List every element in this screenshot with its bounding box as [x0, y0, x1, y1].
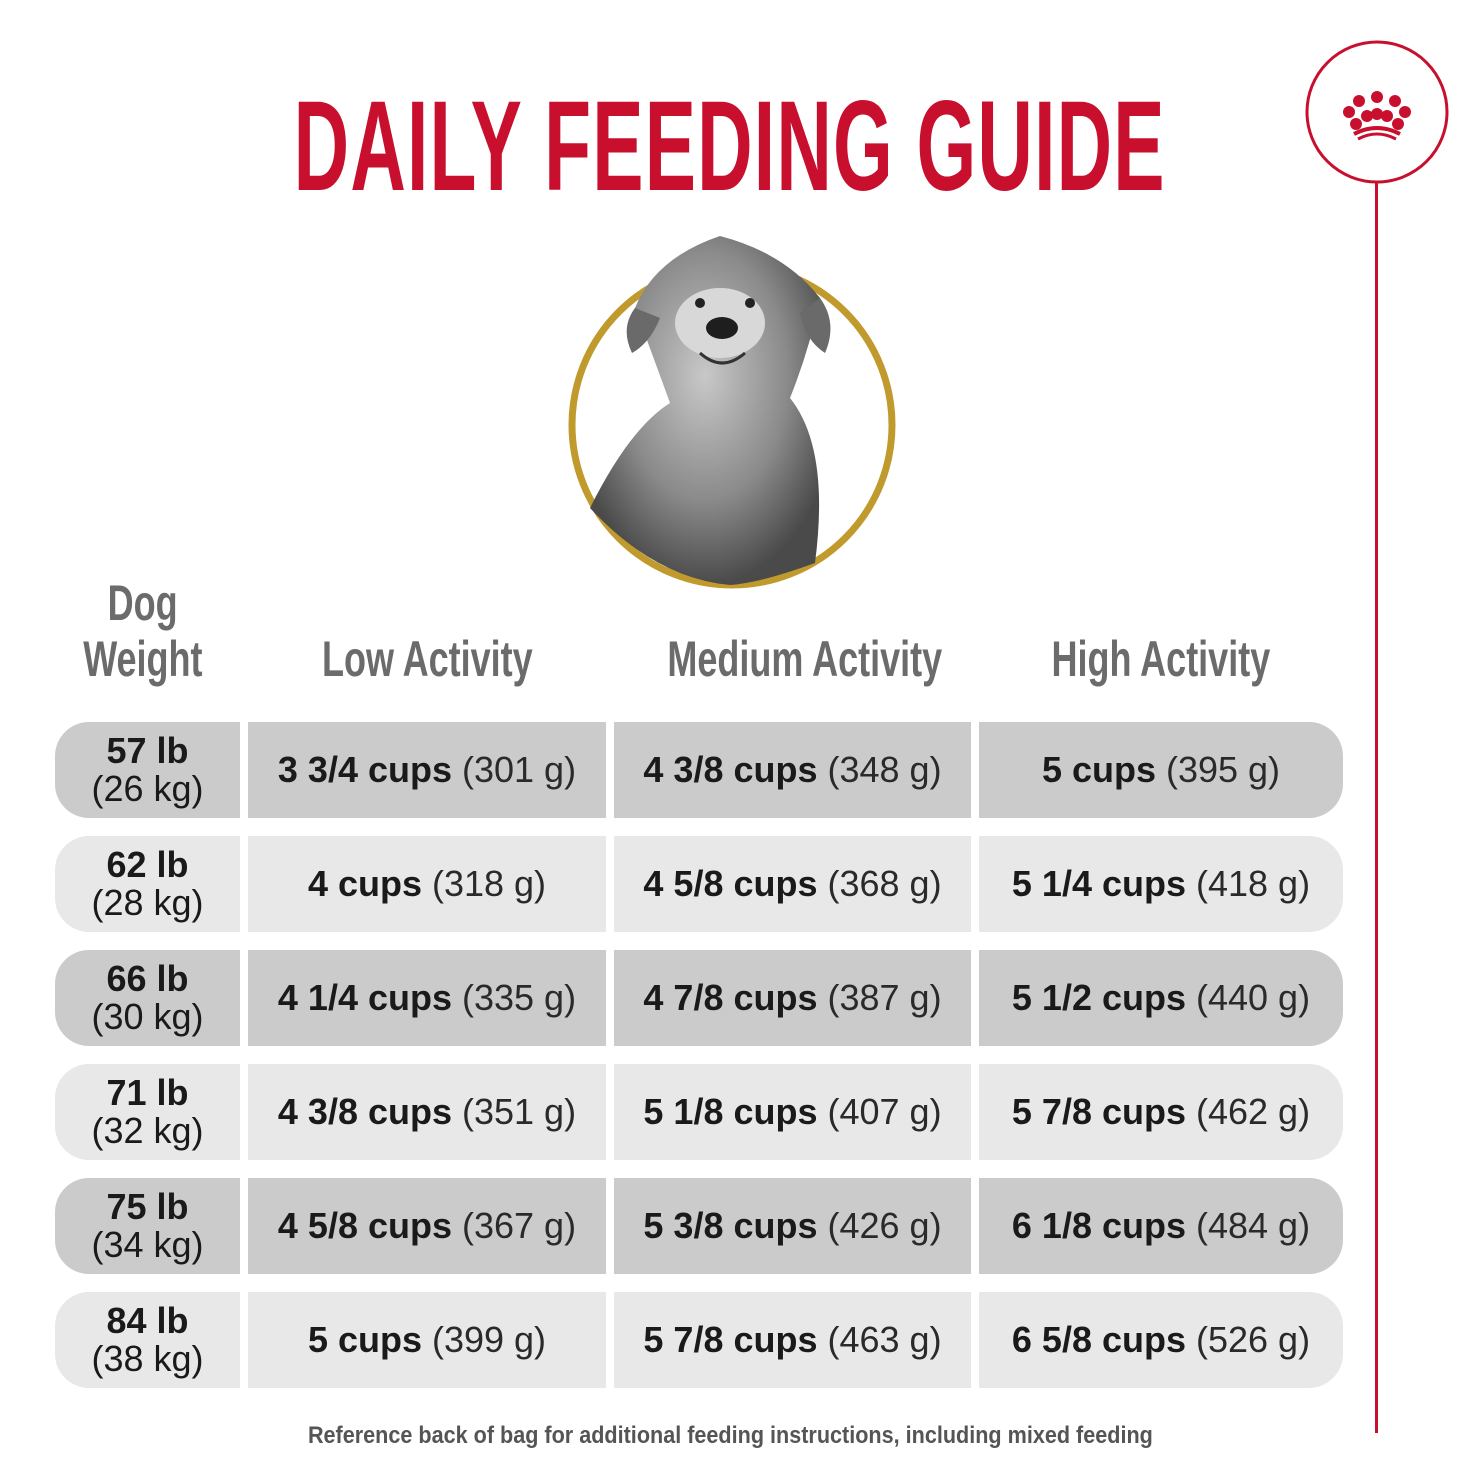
table-row: 71 lb (32 kg) 4 3/8 cups (351 g) 5 1/8 c… [55, 1064, 1343, 1160]
grams-amount: (426 g) [827, 1205, 942, 1246]
grams-amount: (318 g) [431, 863, 547, 904]
low-activity-cell: 4 cups (318 g) [248, 836, 606, 932]
grams-amount: (387 g) [827, 977, 942, 1018]
medium-activity-cell: 4 5/8 cups (368 g) [614, 836, 971, 932]
cups-amount: 5 cups [1041, 749, 1156, 790]
weight-cell: 84 lb (38 kg) [55, 1292, 240, 1388]
cups-amount: 4 3/8 cups [277, 1091, 452, 1132]
low-activity-cell: 4 1/4 cups (335 g) [248, 950, 606, 1046]
grams-amount: (399 g) [431, 1319, 547, 1360]
cups-amount: 4 5/8 cups [277, 1205, 452, 1246]
cups-amount: 4 5/8 cups [643, 863, 818, 904]
grams-amount: (440 g) [1196, 977, 1311, 1018]
cups-amount: 5 cups [307, 1319, 422, 1360]
weight-lb: 62 lb [106, 844, 189, 885]
medium-activity-cell: 4 3/8 cups (348 g) [614, 722, 971, 818]
grams-amount: (301 g) [462, 749, 577, 790]
grams-amount: (367 g) [462, 1205, 577, 1246]
medium-activity-cell: 5 1/8 cups (407 g) [614, 1064, 971, 1160]
weight-lb: 71 lb [106, 1072, 189, 1113]
cups-amount: 5 1/8 cups [643, 1091, 818, 1132]
dog-portrait-image [568, 236, 896, 589]
low-activity-cell: 4 5/8 cups (367 g) [248, 1178, 606, 1274]
grams-amount: (368 g) [827, 863, 942, 904]
grams-amount: (351 g) [462, 1091, 577, 1132]
weight-lb: 84 lb [106, 1300, 189, 1341]
grams-amount: (395 g) [1165, 749, 1281, 790]
table-row: 62 lb (28 kg) 4 cups (318 g) 4 5/8 cups … [55, 836, 1343, 932]
cups-amount: 4 cups [307, 863, 422, 904]
cups-amount: 4 1/4 cups [277, 977, 452, 1018]
high-activity-cell: 6 1/8 cups (484 g) [979, 1178, 1343, 1274]
table-row: 84 lb (38 kg) 5 cups (399 g) 5 7/8 cups … [55, 1292, 1343, 1388]
cups-amount: 6 5/8 cups [1011, 1319, 1186, 1360]
cups-amount: 5 7/8 cups [643, 1319, 818, 1360]
high-activity-cell: 5 cups (395 g) [979, 722, 1343, 818]
weight-kg: (30 kg) [91, 996, 204, 1037]
weight-kg: (34 kg) [91, 1224, 204, 1265]
high-activity-cell: 5 7/8 cups (462 g) [979, 1064, 1343, 1160]
medium-activity-cell: 4 7/8 cups (387 g) [614, 950, 971, 1046]
weight-kg: (32 kg) [91, 1110, 204, 1151]
low-activity-cell: 4 3/8 cups (351 g) [248, 1064, 606, 1160]
weight-lb: 57 lb [106, 730, 189, 771]
weight-kg: (28 kg) [91, 882, 204, 923]
weight-lb: 66 lb [106, 958, 189, 999]
cups-amount: 5 7/8 cups [1011, 1091, 1186, 1132]
crown-logo-icon [1305, 40, 1449, 184]
weight-cell: 71 lb (32 kg) [55, 1064, 240, 1160]
weight-lb: 75 lb [106, 1186, 189, 1227]
weight-cell: 57 lb (26 kg) [55, 722, 240, 818]
footer-note: Reference back of bag for additional fee… [307, 1422, 1153, 1449]
table-row: 66 lb (30 kg) 4 1/4 cups (335 g) 4 7/8 c… [55, 950, 1343, 1046]
grams-amount: (463 g) [827, 1319, 942, 1360]
cups-amount: 4 7/8 cups [643, 977, 818, 1018]
medium-activity-cell: 5 3/8 cups (426 g) [614, 1178, 971, 1274]
medium-activity-cell: 5 7/8 cups (463 g) [614, 1292, 971, 1388]
weight-kg: (26 kg) [91, 768, 204, 809]
cups-amount: 5 3/8 cups [643, 1205, 818, 1246]
header-low-activity: Low Activity [321, 631, 533, 687]
grams-amount: (484 g) [1196, 1205, 1311, 1246]
low-activity-cell: 3 3/4 cups (301 g) [248, 722, 606, 818]
weight-cell: 66 lb (30 kg) [55, 950, 240, 1046]
header-high-activity: High Activity [1051, 631, 1271, 687]
cups-amount: 3 3/4 cups [277, 749, 452, 790]
header-medium-activity: Medium Activity [667, 631, 943, 687]
cups-amount: 5 1/4 cups [1011, 863, 1186, 904]
table-row: 75 lb (34 kg) 4 5/8 cups (367 g) 5 3/8 c… [55, 1178, 1343, 1274]
grams-amount: (348 g) [827, 749, 942, 790]
high-activity-cell: 5 1/4 cups (418 g) [979, 836, 1343, 932]
grams-amount: (526 g) [1196, 1319, 1311, 1360]
weight-cell: 75 lb (34 kg) [55, 1178, 240, 1274]
grams-amount: (335 g) [462, 977, 577, 1018]
header-dog-weight: Dog Weight [83, 575, 203, 687]
low-activity-cell: 5 cups (399 g) [248, 1292, 606, 1388]
decorative-red-line [1375, 183, 1378, 1433]
grams-amount: (407 g) [827, 1091, 942, 1132]
high-activity-cell: 5 1/2 cups (440 g) [979, 950, 1343, 1046]
cups-amount: 5 1/2 cups [1011, 977, 1186, 1018]
weight-cell: 62 lb (28 kg) [55, 836, 240, 932]
weight-kg: (38 kg) [91, 1338, 204, 1379]
high-activity-cell: 6 5/8 cups (526 g) [979, 1292, 1343, 1388]
page-title: DAILY FEEDING GUIDE [293, 75, 1167, 218]
cups-amount: 4 3/8 cups [643, 749, 818, 790]
grams-amount: (462 g) [1196, 1091, 1311, 1132]
cups-amount: 6 1/8 cups [1011, 1205, 1186, 1246]
table-row: 57 lb (26 kg) 3 3/4 cups (301 g) 4 3/8 c… [55, 722, 1343, 818]
grams-amount: (418 g) [1196, 863, 1311, 904]
